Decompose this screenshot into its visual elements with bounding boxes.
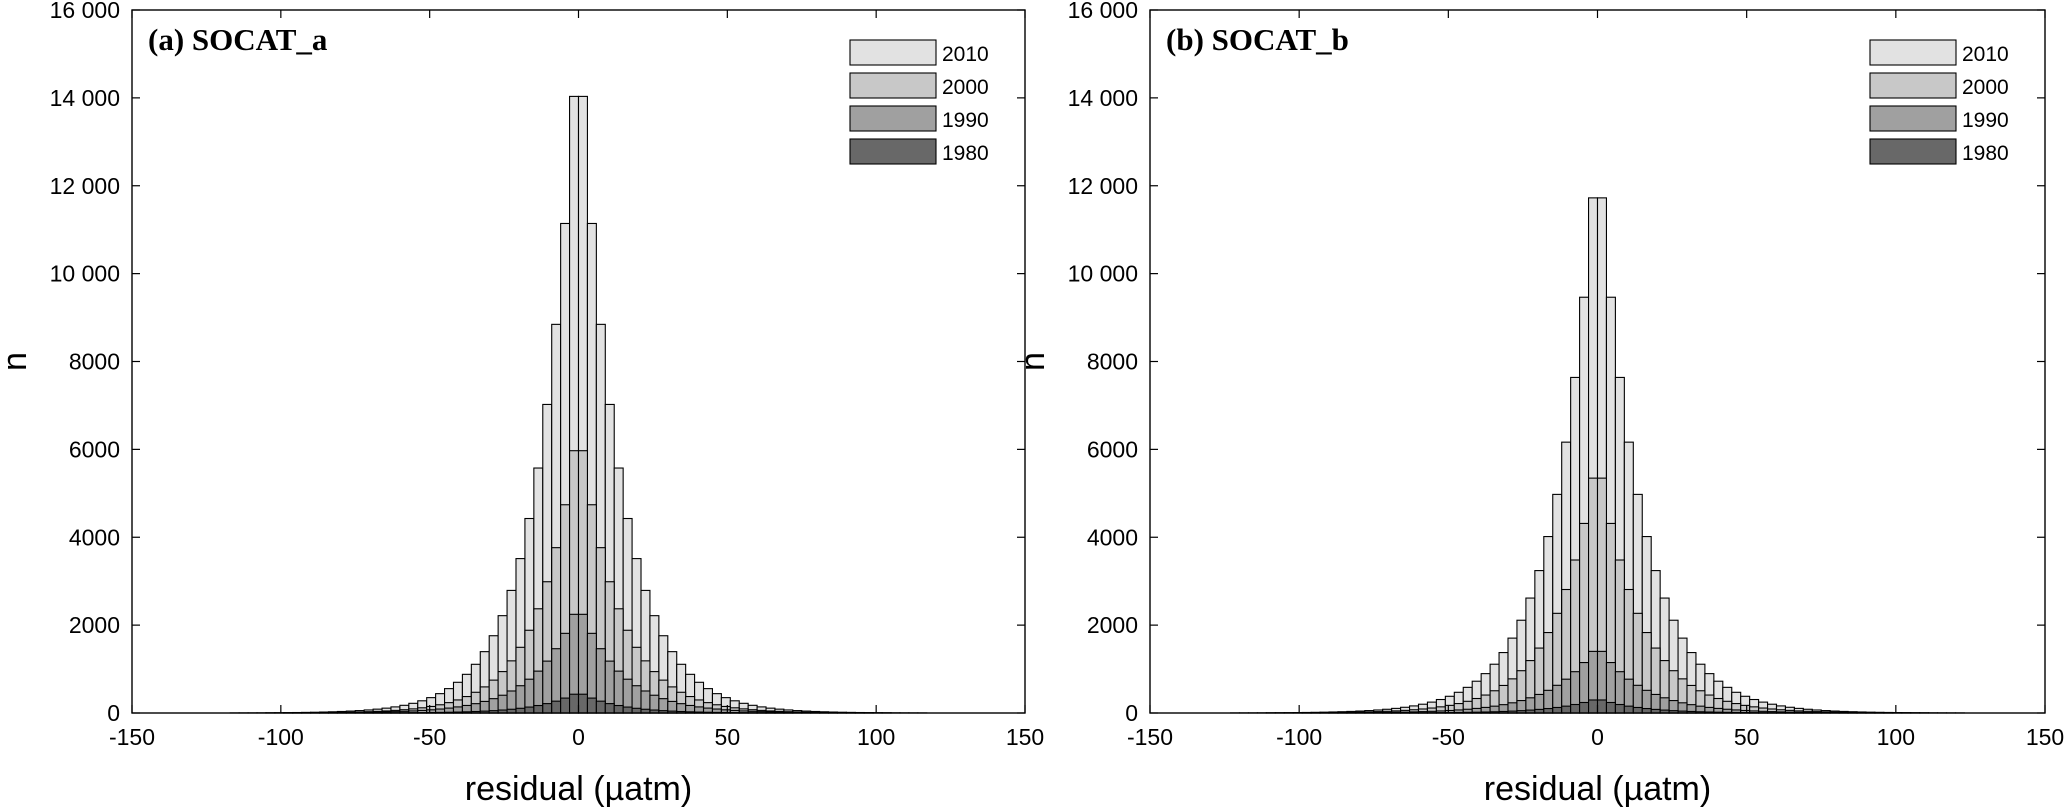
bar-1980 bbox=[1570, 703, 1581, 714]
bars bbox=[229, 95, 928, 714]
bar-1980 bbox=[1632, 706, 1643, 714]
legend-swatch-2010 bbox=[1869, 39, 1957, 66]
x-axis: -150 -100 -50 0 50 100 150 bbox=[109, 10, 1044, 750]
x-axis-label: residual (µatm) bbox=[1484, 770, 1711, 808]
bar-1980 bbox=[560, 697, 571, 714]
bar-1980 bbox=[515, 707, 526, 714]
legend-label: 2010 bbox=[942, 43, 989, 66]
y-tick-label: 16 000 bbox=[1068, 0, 1138, 23]
legend-swatch-1980 bbox=[849, 138, 937, 165]
bar-1980 bbox=[551, 700, 562, 714]
x-tick-label: 150 bbox=[1006, 724, 1044, 750]
bar-1980 bbox=[595, 700, 606, 714]
legend: 2010 2000 1990 1980 bbox=[849, 39, 989, 165]
bar-1980 bbox=[1596, 699, 1607, 714]
legend-label: 1990 bbox=[942, 109, 989, 132]
bar-1980 bbox=[1579, 701, 1590, 714]
bar-1980 bbox=[533, 704, 544, 714]
legend-label: 1990 bbox=[1962, 109, 2009, 132]
legend-label: 1980 bbox=[1962, 142, 2009, 165]
y-tick-label: 8000 bbox=[69, 349, 120, 375]
bar-1980 bbox=[577, 693, 588, 714]
bar-1980 bbox=[1561, 705, 1572, 714]
x-axis: -150 -100 -50 0 50 100 150 bbox=[1127, 10, 2064, 750]
bar-1980 bbox=[1588, 699, 1599, 714]
bars bbox=[1230, 197, 1965, 714]
legend-swatch-1990 bbox=[1869, 105, 1957, 132]
series-2010 bbox=[1230, 197, 1965, 714]
x-tick-label: 0 bbox=[1591, 724, 1604, 750]
x-tick-label: -100 bbox=[1276, 724, 1322, 750]
x-tick-label: -100 bbox=[258, 724, 304, 750]
bar-1980 bbox=[604, 703, 615, 714]
y-tick-label: 10 000 bbox=[50, 261, 120, 287]
y-tick-label: 12 000 bbox=[1068, 173, 1138, 199]
x-tick-label: 100 bbox=[1877, 724, 1915, 750]
panel-socat-b: -150 -100 -50 0 50 100 150 0 2000 4000 6000 8000 10 … bbox=[1014, 0, 2064, 808]
legend-swatch-2010 bbox=[849, 39, 937, 66]
bar-1980 bbox=[569, 693, 580, 714]
y-tick-label: 8000 bbox=[1087, 349, 1138, 375]
panel-title: (a) SOCAT_a bbox=[148, 22, 328, 57]
y-tick-label: 2000 bbox=[1087, 612, 1138, 638]
bar-1980 bbox=[622, 706, 633, 714]
y-tick-label: 6000 bbox=[69, 436, 120, 462]
legend-label: 2000 bbox=[1962, 76, 2009, 99]
y-axis: 0 2000 4000 6000 8000 10 000 12 000 14 000 16 00… bbox=[1068, 0, 2045, 726]
y-axis-label: n bbox=[0, 352, 34, 371]
bar-1980 bbox=[631, 707, 642, 714]
x-tick-label: -150 bbox=[109, 724, 155, 750]
y-tick-label: 0 bbox=[1125, 700, 1138, 726]
x-tick-label: -50 bbox=[413, 724, 446, 750]
x-tick-label: 50 bbox=[715, 724, 741, 750]
x-tick-label: -50 bbox=[1432, 724, 1465, 750]
bar-1980 bbox=[1614, 703, 1625, 714]
x-axis-label: residual (µatm) bbox=[465, 770, 692, 808]
panel-title: (b) SOCAT_b bbox=[1166, 22, 1349, 57]
bar-1980 bbox=[586, 697, 597, 714]
y-tick-label: 16 000 bbox=[50, 0, 120, 23]
y-tick-label: 14 000 bbox=[1068, 85, 1138, 111]
x-tick-label: -150 bbox=[1127, 724, 1173, 750]
bar-1980 bbox=[1552, 706, 1563, 714]
legend-swatch-2000 bbox=[849, 72, 937, 99]
bar-1980 bbox=[524, 706, 535, 714]
legend-swatch-1980 bbox=[1869, 138, 1957, 165]
panel-socat-a: -150 -100 -50 0 50 100 150 0 2000 4000 6000 8000 10 … bbox=[0, 0, 1044, 808]
legend: 2010 2000 1990 1980 bbox=[1869, 39, 2009, 165]
bar-1980 bbox=[613, 704, 624, 714]
y-tick-label: 4000 bbox=[1087, 524, 1138, 550]
y-tick-label: 2000 bbox=[69, 612, 120, 638]
legend-label: 1980 bbox=[942, 142, 989, 165]
bar-1980 bbox=[1605, 701, 1616, 714]
series-1990 bbox=[1301, 650, 1894, 714]
legend-swatch-2000 bbox=[1869, 72, 1957, 99]
legend-label: 2010 bbox=[1962, 43, 2009, 66]
x-tick-label: 100 bbox=[857, 724, 895, 750]
y-tick-label: 12 000 bbox=[50, 173, 120, 199]
x-tick-label: 150 bbox=[2026, 724, 2064, 750]
y-tick-label: 0 bbox=[107, 700, 120, 726]
bar-1980 bbox=[542, 703, 553, 714]
y-tick-label: 4000 bbox=[69, 524, 120, 550]
bar-1980 bbox=[1623, 705, 1634, 714]
y-tick-label: 10 000 bbox=[1068, 261, 1138, 287]
x-tick-label: 50 bbox=[1734, 724, 1760, 750]
legend-swatch-1990 bbox=[849, 105, 937, 132]
legend-label: 2000 bbox=[942, 76, 989, 99]
x-tick-label: 0 bbox=[572, 724, 585, 750]
y-axis: 0 2000 4000 6000 8000 10 000 12 000 14 000 16 00… bbox=[50, 0, 1025, 726]
y-tick-label: 14 000 bbox=[50, 85, 120, 111]
y-tick-label: 6000 bbox=[1087, 436, 1138, 462]
series-2010 bbox=[229, 95, 928, 714]
y-axis-label: n bbox=[1014, 352, 1052, 371]
